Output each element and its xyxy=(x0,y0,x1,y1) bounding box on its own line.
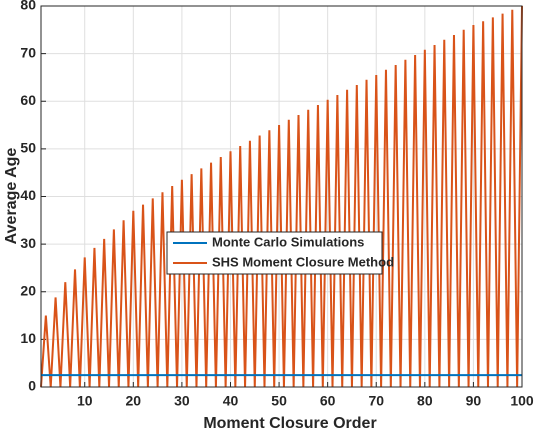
y-tick-label: 80 xyxy=(20,0,36,13)
x-axis-label: Moment Closure Order xyxy=(203,415,376,431)
legend-label: Monte Carlo Simulations xyxy=(212,234,364,249)
x-tick-label: 60 xyxy=(320,393,336,409)
x-tick-label: 90 xyxy=(466,393,482,409)
x-tick-label: 10 xyxy=(77,393,93,409)
y-axis-label: Average Age xyxy=(3,148,20,245)
y-tick-label: 20 xyxy=(20,282,36,298)
y-tick-label: 40 xyxy=(20,187,36,203)
plot-frame xyxy=(40,5,523,388)
y-tick-label: 60 xyxy=(20,92,36,108)
legend: Monte Carlo Simulations SHS Moment Closur… xyxy=(166,231,394,275)
legend-label: SHS Moment Closure Method xyxy=(212,254,394,269)
y-tick-label: 70 xyxy=(20,44,36,60)
y-tick-label: 10 xyxy=(20,330,36,346)
x-tick-label: 30 xyxy=(174,393,190,409)
x-tick-label: 40 xyxy=(223,393,239,409)
x-tick-label: 80 xyxy=(417,393,433,409)
y-tick-label: 50 xyxy=(20,140,36,156)
y-tick-label: 0 xyxy=(28,378,36,394)
x-tick-label: 100 xyxy=(510,393,534,409)
legend-box xyxy=(166,231,383,275)
x-tick-label: 20 xyxy=(126,393,142,409)
x-tick-label: 70 xyxy=(368,393,384,409)
y-tick-label: 30 xyxy=(20,235,36,251)
x-tick-label: 50 xyxy=(271,393,287,409)
